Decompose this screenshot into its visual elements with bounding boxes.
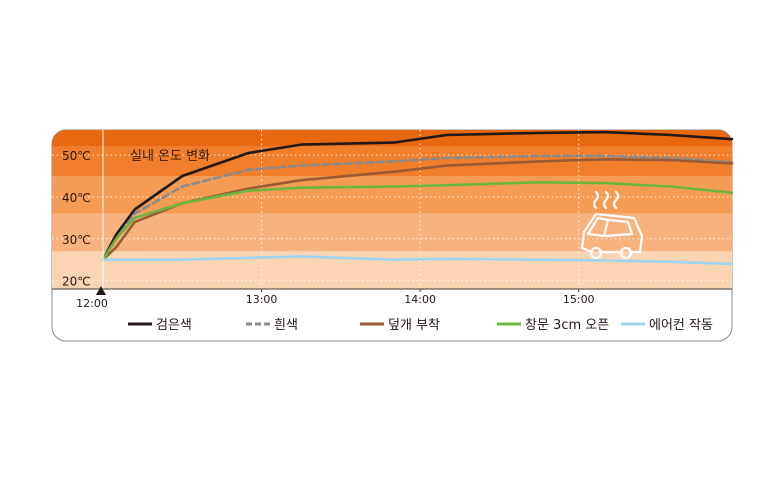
legend-label: 덮개 부착 <box>388 318 440 333</box>
chart-title: 실내 온도 변화 <box>130 149 210 164</box>
y-tick-label: 20℃ <box>62 275 91 289</box>
series-line-4 <box>101 255 734 266</box>
temperature-band-0 <box>52 251 732 289</box>
y-tick-label: 30℃ <box>62 233 91 247</box>
x-tick-label: 15:00 <box>563 293 595 306</box>
legend-label: 에어컨 작동 <box>649 318 713 333</box>
hot-car-icon <box>580 190 644 260</box>
x-tick-label: 13:00 <box>246 293 278 306</box>
series-line-3 <box>101 181 734 262</box>
start-triangle-icon <box>96 286 106 295</box>
temperature-band-1 <box>52 213 732 252</box>
legend-label: 창문 3cm 오픈 <box>525 318 609 333</box>
series-line-0 <box>101 130 734 262</box>
y-tick-label: 40℃ <box>62 191 91 205</box>
series-line-1 <box>101 154 734 262</box>
temperature-band-4 <box>52 130 732 147</box>
legend-label: 검은색 <box>156 318 192 333</box>
y-tick-label: 50℃ <box>62 149 91 163</box>
legend-label: 흰색 <box>274 318 298 333</box>
series-line-2 <box>101 158 734 262</box>
x-tick-label: 14:00 <box>404 293 436 306</box>
x-tick-label: 12:00 <box>76 297 108 310</box>
